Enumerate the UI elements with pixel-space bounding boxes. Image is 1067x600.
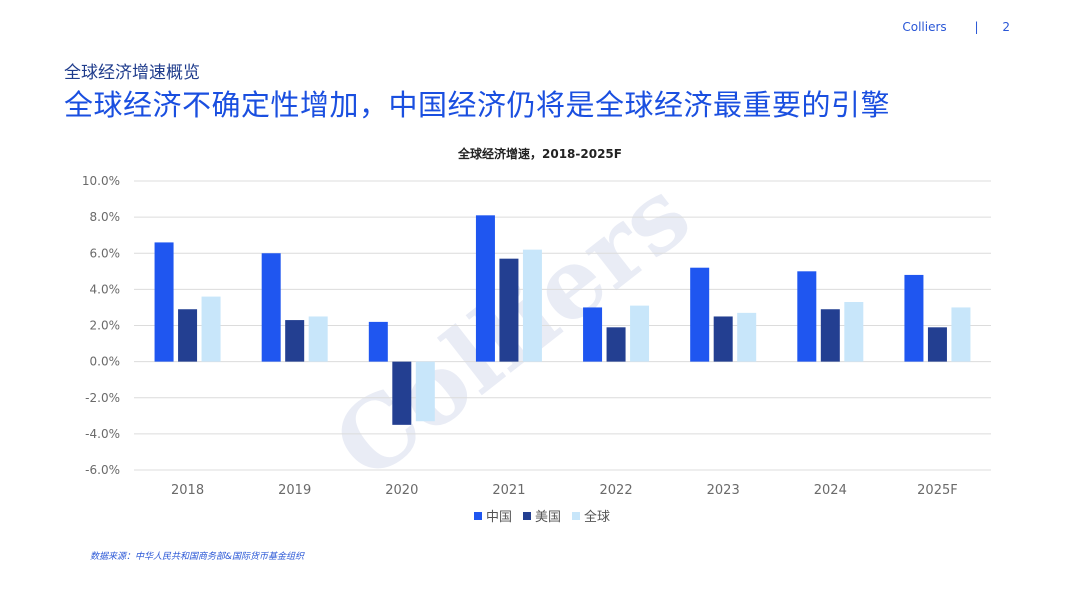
x-tick-label: 2019 [278,483,311,498]
bar-美国 [820,309,840,362]
brand-name: Colliers [902,20,947,34]
y-tick-label: 0.0% [90,355,121,369]
slide-subtitle: 全球经济增速概览 [64,63,200,83]
x-tick-label: 2024 [814,483,847,498]
x-tick-label: 2018 [171,483,204,498]
bar-中国 [690,267,710,362]
bar-中国 [368,321,388,362]
source-note: 数据来源：中华人民共和国商务部&国际货币基金组织 [90,552,305,562]
y-tick-label: 6.0% [90,246,121,260]
legend-swatch [474,512,482,520]
bar-美国 [178,309,198,362]
y-tick-label: -6.0% [85,463,120,477]
y-tick-label: -2.0% [85,391,120,405]
bar-全球 [844,302,864,362]
header-separator: | [974,20,979,34]
bar-美国 [392,361,412,425]
legend-label: 全球 [584,509,610,525]
slide-title: 全球经济不确定性增加，中国经济仍将是全球经济最重要的引擎 [64,88,891,122]
bar-全球 [308,316,328,362]
bar-美国 [606,327,626,362]
legend-label: 美国 [535,510,561,525]
y-tick-label: 8.0% [90,210,121,224]
bar-全球 [951,307,971,362]
x-tick-label: 2025F [917,483,958,498]
bar-中国 [154,242,174,362]
bar-全球 [201,296,221,362]
y-tick-label: 4.0% [90,282,121,296]
chart-title: 全球经济增速，2018-2025F [457,146,622,161]
bar-全球 [630,305,650,362]
bar-美国 [713,316,733,362]
bar-中国 [475,215,495,362]
x-tick-label: 2021 [492,483,525,498]
bar-中国 [583,307,603,362]
bar-全球 [522,249,542,362]
x-tick-label: 2020 [385,483,418,498]
bar-中国 [904,274,924,362]
legend-swatch [523,512,531,520]
y-tick-label: -4.0% [85,427,120,441]
bar-全球 [737,312,757,362]
bar-中国 [261,253,281,362]
y-tick-label: 2.0% [90,319,121,333]
x-tick-label: 2023 [707,483,740,498]
bar-中国 [797,271,817,362]
x-tick-label: 2022 [600,483,633,498]
page-number: 2 [1002,20,1010,34]
bar-全球 [415,361,435,422]
top-bar: Colliers | 2 [902,20,1010,34]
legend-swatch [572,512,580,520]
legend-label: 中国 [486,510,512,525]
bar-美国 [499,258,519,362]
bar-美国 [927,327,947,362]
y-tick-label: 10.0% [82,174,120,188]
bar-美国 [285,320,305,362]
